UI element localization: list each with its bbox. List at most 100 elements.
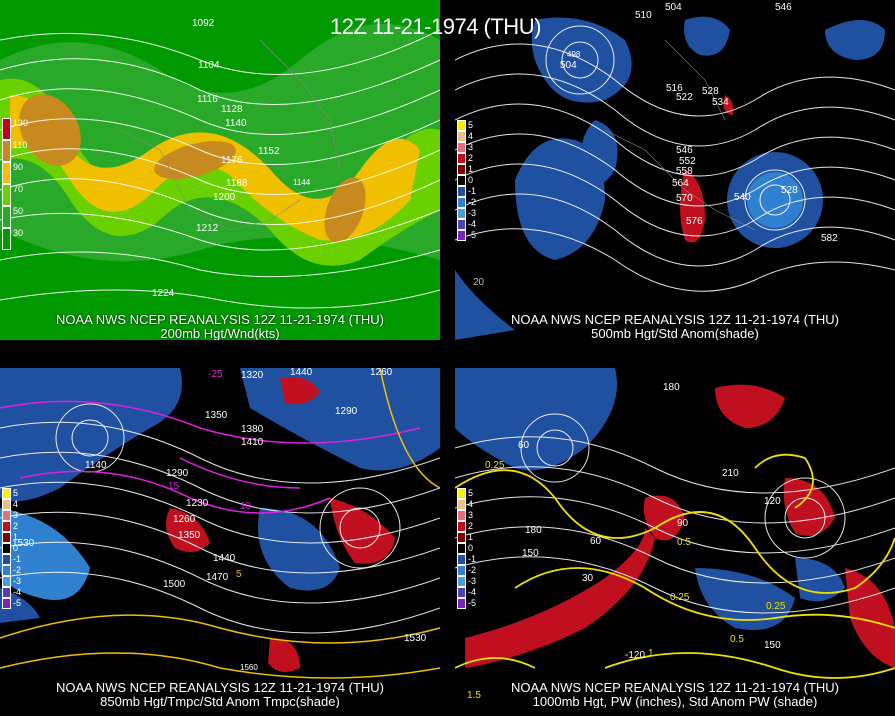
legend-label: 3 bbox=[468, 510, 474, 520]
panel-500mb: 5 4 3 2 1 0 -1 -2 -3 -4 -5 NOAA NWS NCEP REANALYSI… bbox=[455, 0, 895, 340]
legend-swatch bbox=[457, 521, 466, 532]
contour-label: 180 bbox=[663, 382, 680, 393]
legend-swatch bbox=[457, 175, 466, 186]
contour-label: 504 bbox=[665, 2, 682, 13]
contour-label: 1140 bbox=[225, 118, 247, 129]
contour-label: 582 bbox=[821, 233, 838, 244]
legend-swatch bbox=[2, 140, 11, 162]
contour-label: 552 bbox=[679, 156, 696, 167]
legend-swatch bbox=[457, 587, 466, 598]
legend-label: -1 bbox=[13, 554, 22, 564]
legend-swatch bbox=[457, 153, 466, 164]
legend-swatch bbox=[457, 499, 466, 510]
legend-label: 3 bbox=[468, 142, 474, 152]
contour-label: 0.5 bbox=[677, 537, 691, 548]
contour-label: 1230 bbox=[186, 498, 209, 509]
legend-swatch bbox=[457, 554, 466, 565]
contour-label: 180 bbox=[525, 525, 542, 536]
map-1000mb bbox=[455, 368, 895, 708]
legend-200mb: 130 110 90 70 50 30 bbox=[2, 118, 28, 250]
legend-swatch bbox=[2, 576, 11, 587]
caption-line1: NOAA NWS NCEP REANALYSIS 12Z 11-21-1974 … bbox=[511, 680, 839, 695]
contour-label: 1350 bbox=[205, 410, 228, 421]
legend-500mb: 5 4 3 2 1 0 -1 -2 -3 -4 -5 bbox=[457, 120, 476, 241]
legend-label: -2 bbox=[13, 565, 22, 575]
legend-850mb: 5 4 3 2 1 0 -1 -2 -3 -4 -5 bbox=[2, 488, 21, 609]
contour-label: 522 bbox=[676, 92, 693, 103]
legend-label: 4 bbox=[468, 131, 474, 141]
caption-200mb: NOAA NWS NCEP REANALYSIS 12Z 11-21-1974 … bbox=[0, 312, 440, 341]
contour-label: -25 bbox=[208, 369, 223, 380]
contour-label: 1410 bbox=[241, 437, 264, 448]
contour-label: 558 bbox=[676, 166, 693, 177]
contour-label: 1500 bbox=[163, 579, 186, 590]
contour-label: 60 bbox=[518, 440, 530, 451]
legend-swatch bbox=[457, 565, 466, 576]
legend-label: 0 bbox=[13, 543, 19, 553]
caption-line1: NOAA NWS NCEP REANALYSIS 12Z 11-21-1974 … bbox=[56, 680, 384, 695]
legend-swatch bbox=[457, 186, 466, 197]
contour-label: 1530 bbox=[12, 538, 35, 549]
map-title: 12Z 11-21-1974 (THU) bbox=[330, 14, 541, 39]
legend-swatch bbox=[2, 587, 11, 598]
contour-label: 546 bbox=[775, 2, 792, 13]
contour-label: 1290 bbox=[166, 468, 189, 479]
contour-label: 1320 bbox=[241, 370, 264, 381]
legend-label: 70 bbox=[13, 184, 24, 194]
legend-swatch bbox=[2, 228, 11, 250]
legend-label: 0 bbox=[468, 175, 474, 185]
legend-label: 2 bbox=[468, 153, 474, 163]
contour-label: 516 bbox=[666, 83, 683, 94]
caption-line1: NOAA NWS NCEP REANALYSIS 12Z 11-21-1974 … bbox=[56, 312, 384, 327]
legend-label: 30 bbox=[13, 228, 24, 238]
contour-label: 1200 bbox=[213, 192, 236, 203]
legend-swatch bbox=[457, 488, 466, 499]
legend-label: -2 bbox=[468, 197, 477, 207]
contour-label: 1116 bbox=[197, 94, 218, 105]
legend-label: 4 bbox=[468, 499, 474, 509]
legend-label: 1 bbox=[13, 532, 19, 542]
legend-label: 5 bbox=[468, 488, 474, 498]
legend-label: 2 bbox=[13, 521, 19, 531]
contour-label: 1 bbox=[648, 648, 654, 659]
legend-label: 2 bbox=[468, 521, 474, 531]
legend-label: -3 bbox=[13, 576, 22, 586]
legend-label: -5 bbox=[468, 598, 477, 608]
contour-label: 546 bbox=[676, 145, 693, 156]
legend-swatch bbox=[457, 219, 466, 230]
contour-label: 20 bbox=[473, 277, 485, 288]
legend-swatch bbox=[2, 532, 11, 543]
contour-label: 534 bbox=[712, 97, 729, 108]
legend-swatch bbox=[2, 510, 11, 521]
caption-line2: 200mb Hgt/Wnd(kts) bbox=[160, 326, 280, 341]
contour-label: 15 bbox=[168, 481, 180, 492]
contour-label: 1380 bbox=[241, 424, 264, 435]
contour-label: 120 bbox=[764, 496, 781, 507]
contour-label: 0.25 bbox=[485, 460, 505, 471]
contour-label: 1144 bbox=[293, 178, 311, 187]
contour-label: 5 bbox=[236, 569, 242, 580]
legend-label: -3 bbox=[468, 208, 477, 218]
contour-label: 1350 bbox=[178, 530, 201, 541]
legend-swatch bbox=[2, 499, 11, 510]
contour-label: 564 bbox=[672, 178, 689, 189]
contour-label: 504 bbox=[560, 60, 577, 71]
legend-label: 1 bbox=[468, 164, 474, 174]
legend-label: 50 bbox=[13, 206, 24, 216]
legend-label: 110 bbox=[13, 140, 28, 150]
legend-label: -4 bbox=[468, 587, 477, 597]
caption-1000mb: NOAA NWS NCEP REANALYSIS 12Z 11-21-1974 … bbox=[455, 680, 895, 709]
panel-200mb: 130 110 90 70 50 30 NOAA NWS NCEP REANALYSIS … bbox=[0, 0, 440, 340]
legend-swatch bbox=[457, 510, 466, 521]
contour-label: 1128 bbox=[221, 104, 243, 115]
legend-swatch bbox=[2, 184, 11, 206]
legend-swatch bbox=[2, 565, 11, 576]
legend-label: -4 bbox=[13, 587, 22, 597]
contour-label: 30 bbox=[582, 573, 594, 584]
contour-label: 510 bbox=[635, 10, 652, 21]
legend-swatch bbox=[2, 118, 11, 140]
legend-label: 5 bbox=[468, 120, 474, 130]
legend-swatch bbox=[2, 598, 11, 609]
contour-label: 1212 bbox=[196, 223, 219, 234]
contour-label: 1290 bbox=[335, 406, 358, 417]
